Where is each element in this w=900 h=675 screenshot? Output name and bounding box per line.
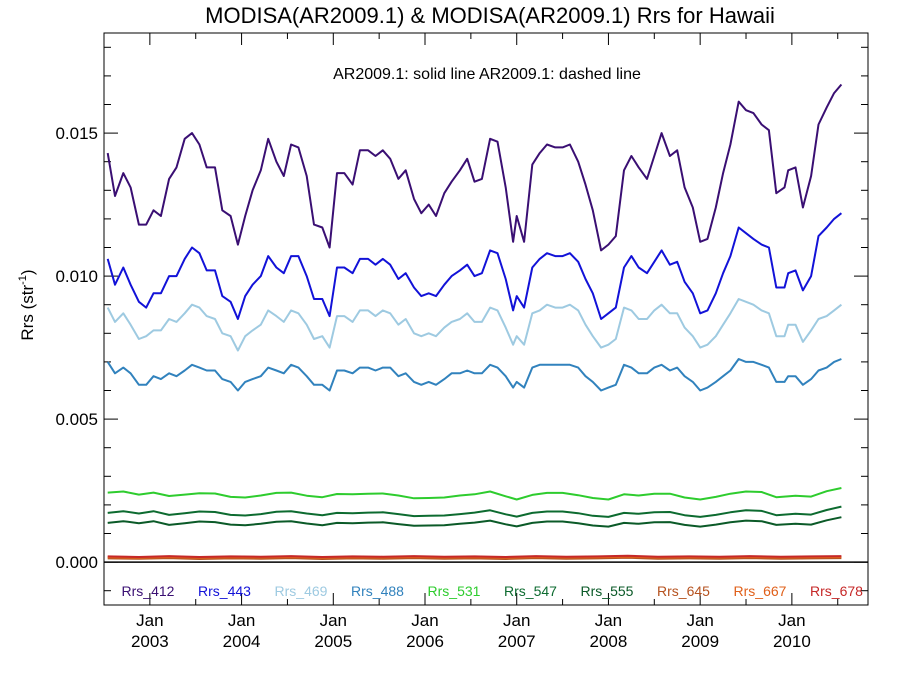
axes-ticks xyxy=(103,33,868,605)
x-tick-label-month: Jan xyxy=(320,611,347,630)
legend-item-rrs-443: Rrs_443 xyxy=(198,583,251,599)
x-tick-label-month: Jan xyxy=(411,611,438,630)
x-tick-label-month: Jan xyxy=(228,611,255,630)
x-axis-tick-labels: Jan 2003 Jan 2004 Jan 2005 Jan 2006 Jan 2007 Jan 20… xyxy=(131,611,811,651)
series-lines xyxy=(106,83,843,560)
y-tick-label: 0.000 xyxy=(55,553,98,572)
x-tick-label-month: Jan xyxy=(595,611,622,630)
legend-item-rrs-531: Rrs_531 xyxy=(428,583,481,599)
y-axis-label-exponent: -1 xyxy=(17,275,29,285)
plot-frame xyxy=(103,32,869,606)
series-line-rrs-412 xyxy=(106,83,843,252)
y-tick-label: 0.005 xyxy=(55,410,98,429)
x-tick-label-year: 2007 xyxy=(498,632,536,651)
series-line-rrs-678 xyxy=(107,554,842,558)
line-style-annotation: AR2009.1: solid line AR2009.1: dashed li… xyxy=(333,66,641,83)
series-line-rrs-547 xyxy=(107,505,842,518)
x-tick-label-year: 2003 xyxy=(131,632,169,651)
series-line-rrs-531 xyxy=(107,487,842,501)
x-tick-label-year: 2005 xyxy=(314,632,352,651)
legend-item-rrs-547: Rrs_547 xyxy=(504,583,557,599)
series-line-rrs-555 xyxy=(107,516,842,528)
series-line-rrs-645 xyxy=(107,556,842,560)
legend-item-rrs-469: Rrs_469 xyxy=(275,583,328,599)
x-tick-label-year: 2006 xyxy=(406,632,444,651)
x-tick-label-year: 2008 xyxy=(590,632,628,651)
legend-item-rrs-678: Rrs_678 xyxy=(810,583,863,599)
x-tick-label-month: Jan xyxy=(686,611,713,630)
series-line-rrs-488 xyxy=(106,358,842,392)
x-tick-label-year: 2010 xyxy=(773,632,811,651)
x-tick-label-month: Jan xyxy=(778,611,805,630)
series-line-rrs-443 xyxy=(106,212,843,320)
chart-title: MODISA(AR2009.1) & MODISA(AR2009.1) Rrs … xyxy=(205,3,775,28)
legend-item-rrs-645: Rrs_645 xyxy=(657,583,710,599)
y-axis-label: Rrs (str-1) xyxy=(17,269,37,340)
legend-item-rrs-488: Rrs_488 xyxy=(351,583,404,599)
y-axis-label-main: Rrs (str xyxy=(18,285,37,341)
y-tick-label: 0.015 xyxy=(55,124,98,143)
x-tick-label-month: Jan xyxy=(503,611,530,630)
x-tick-label-year: 2009 xyxy=(681,632,719,651)
y-axis-tick-labels: 0.000 0.005 0.010 0.015 xyxy=(55,124,98,572)
legend: Rrs_412 Rrs_443 Rrs_469 Rrs_488 Rrs_531 Rrs_5… xyxy=(122,583,864,599)
x-tick-label-year: 2004 xyxy=(223,632,261,651)
legend-item-rrs-412: Rrs_412 xyxy=(122,583,175,599)
y-axis-label-close: ) xyxy=(18,269,37,275)
series-line-rrs-469 xyxy=(106,298,843,352)
x-tick-label-month: Jan xyxy=(136,611,163,630)
legend-item-rrs-555: Rrs_555 xyxy=(581,583,634,599)
legend-item-rrs-667: Rrs_667 xyxy=(734,583,787,599)
svg-text:Rrs (str-1): Rrs (str-1) xyxy=(17,269,37,340)
y-tick-label: 0.010 xyxy=(55,267,98,286)
